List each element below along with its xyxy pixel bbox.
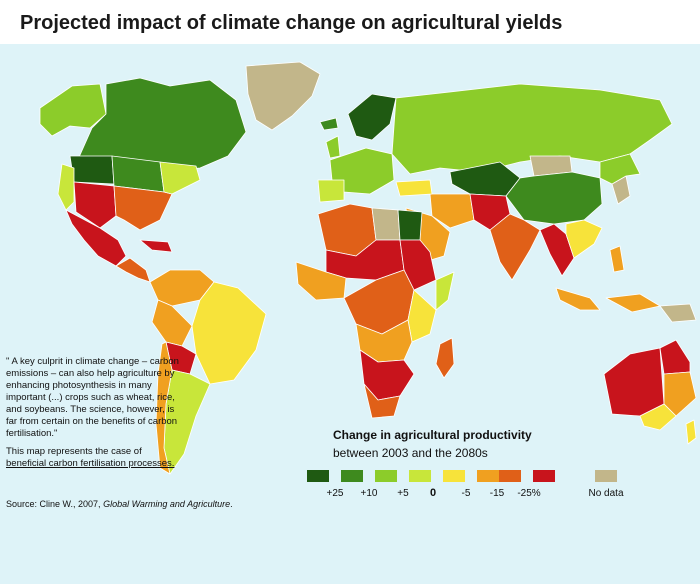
map-title: Projected impact of climate change on ag… xyxy=(20,12,563,34)
source-work: Global Warming and Agriculture xyxy=(103,499,231,509)
region-new-zealand xyxy=(685,419,697,445)
legend-swatch-1 xyxy=(307,470,329,482)
legend-title: Change in agricultural productivity xyxy=(333,428,532,442)
legend-swatch-4 xyxy=(409,470,431,482)
region-scandinavia xyxy=(347,93,397,141)
region-philippines xyxy=(609,245,625,273)
note-prefix: This map represents the case of xyxy=(6,446,142,457)
world-map xyxy=(39,61,697,475)
region-brazil xyxy=(191,281,267,385)
region-caribbean xyxy=(139,239,173,253)
region-peru xyxy=(151,299,193,347)
legend-swatch-5 xyxy=(443,470,465,482)
legend-tick-plus10: +10 xyxy=(360,488,378,499)
region-libya xyxy=(371,207,401,241)
legend-swatch-3 xyxy=(375,470,397,482)
legend-swatch-8 xyxy=(533,470,555,482)
region-australia-north xyxy=(659,339,691,375)
note-text: This map represents the case of benefici… xyxy=(6,446,181,470)
region-us-northwest xyxy=(69,155,115,185)
region-greenland xyxy=(245,61,321,131)
legend-tick-plus5: +5 xyxy=(397,488,409,499)
region-uk xyxy=(325,135,341,159)
legend-tick-zero: 0 xyxy=(429,487,437,499)
legend-tick-nodata: No data xyxy=(588,488,624,499)
region-us-west-coast xyxy=(57,163,75,211)
region-new-guinea xyxy=(659,303,697,323)
source-prefix: Source: Cline W., 2007, xyxy=(6,499,104,509)
legend-swatch-2 xyxy=(341,470,363,482)
region-turkey xyxy=(395,179,433,197)
region-australia-south xyxy=(639,403,677,431)
region-central-america xyxy=(115,257,151,283)
region-east-africa xyxy=(407,289,437,343)
note-underlined: beneficial carbon fertilisation processe… xyxy=(6,458,175,469)
region-alaska xyxy=(39,83,107,137)
region-indonesia-east xyxy=(605,293,661,313)
region-south-africa xyxy=(363,383,401,419)
legend-tick-plus25: +25 xyxy=(326,488,344,499)
quote-text: " A key culprit in climate change – carb… xyxy=(6,356,179,439)
source-citation: Source: Cline W., 2007, Global Warming a… xyxy=(6,499,233,509)
region-us-northeast xyxy=(159,161,201,195)
region-somalia xyxy=(435,271,455,311)
region-australia-west xyxy=(603,347,665,417)
region-egypt xyxy=(397,209,423,241)
region-australia-east xyxy=(663,371,697,417)
source-suffix: . xyxy=(230,499,233,509)
legend-tick-minus15: -15 xyxy=(489,488,505,499)
region-iceland xyxy=(319,117,339,131)
legend-tick-minus5: -5 xyxy=(461,488,471,499)
region-iran xyxy=(429,193,475,229)
region-indonesia-west xyxy=(555,287,601,311)
region-chile xyxy=(155,341,173,475)
legend-subtitle: between 2003 and the 2080s xyxy=(333,446,488,460)
region-india xyxy=(489,213,541,281)
legend-swatch-7 xyxy=(499,470,521,482)
title-bar: Projected impact of climate change on ag… xyxy=(0,0,700,44)
region-south-china xyxy=(565,219,603,259)
quote-block: " A key culprit in climate change – carb… xyxy=(6,356,181,476)
region-madagascar xyxy=(435,337,455,379)
region-russia-far-east xyxy=(599,153,641,185)
region-iberia xyxy=(317,179,345,203)
region-us-southwest xyxy=(73,181,117,229)
legend-tick-minus25: -25% xyxy=(517,488,541,499)
legend-swatch-nodata xyxy=(595,470,617,482)
legend-swatch-6 xyxy=(477,470,499,482)
region-china xyxy=(505,171,603,225)
region-us-southeast xyxy=(113,185,173,231)
